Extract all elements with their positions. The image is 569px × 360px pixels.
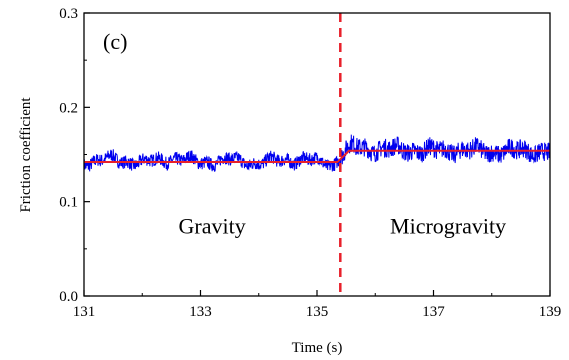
x-tick-label: 135 <box>306 304 329 320</box>
x-tick-label: 133 <box>189 304 212 320</box>
y-axis: 0.0 0.1 0.2 0.3 <box>59 6 90 305</box>
x-tick-label: 139 <box>539 304 562 320</box>
x-axis: 131 133 135 137 139 <box>73 290 562 320</box>
region-label: Gravity <box>179 213 246 238</box>
mean-friction-line <box>84 149 550 164</box>
raw-signal-line <box>84 134 550 172</box>
mean-layer <box>84 149 550 164</box>
y-tick-label: 0.1 <box>59 195 78 211</box>
x-axis-title: Time (s) <box>292 340 343 356</box>
panel-label: (c) <box>103 29 127 54</box>
x-tick-label: 131 <box>73 304 96 320</box>
region-label: Microgravity <box>390 213 506 238</box>
y-axis-title: Friction coefficient <box>18 97 34 213</box>
y-tick-label: 0.2 <box>59 100 78 116</box>
y-tick-label: 0.3 <box>59 6 78 22</box>
x-tick-label: 137 <box>422 304 445 320</box>
signal-layer <box>84 134 550 172</box>
y-tick-label: 0.0 <box>59 289 78 305</box>
annotations: Gravity Microgravity <box>179 213 507 238</box>
